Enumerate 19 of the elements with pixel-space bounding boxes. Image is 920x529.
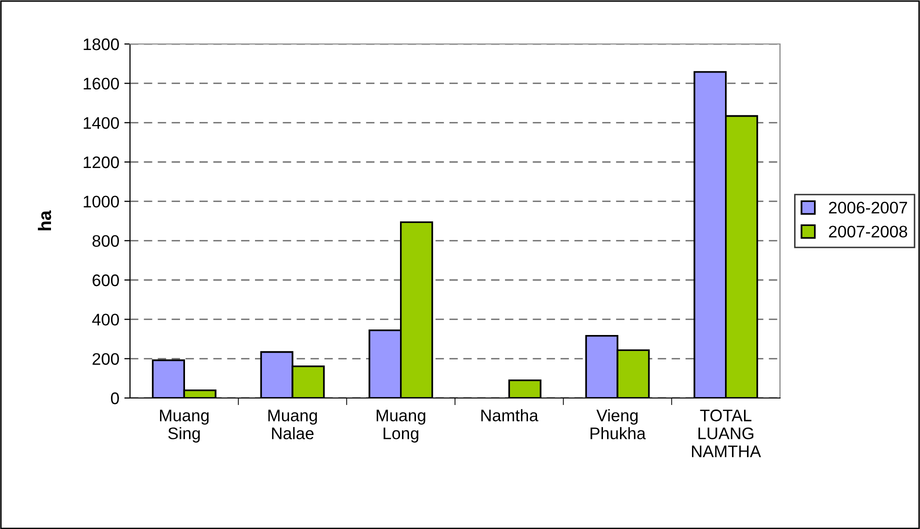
x-tick-label: Namtha <box>481 409 538 422</box>
x-tick-label: Muang Sing <box>160 410 209 443</box>
y-tick-label: 0 <box>110 392 119 404</box>
legend-label: 2007-2008 <box>829 226 908 238</box>
y-tick-label: 800 <box>92 235 119 247</box>
x-tick-label: TOTAL LUANG NAMTHA <box>692 410 761 458</box>
y-tick-label: 200 <box>92 353 119 365</box>
y-axis-title: ha <box>38 210 52 230</box>
y-tick-label: 1200 <box>84 156 119 168</box>
legend-label: 2006-2007 <box>829 202 908 214</box>
x-tick-label: Muang Long <box>376 410 426 443</box>
y-tick-label: 1600 <box>84 78 119 90</box>
x-tick-label: Muang Nalae <box>268 410 317 440</box>
y-tick-label: 400 <box>92 314 119 326</box>
y-tick-label: 1400 <box>84 117 119 129</box>
y-tick-label: 1800 <box>84 38 119 50</box>
y-tick-label: 600 <box>92 274 119 286</box>
x-tick-label: Vieng Phukha <box>590 409 646 440</box>
y-tick-label: 1000 <box>84 196 119 208</box>
